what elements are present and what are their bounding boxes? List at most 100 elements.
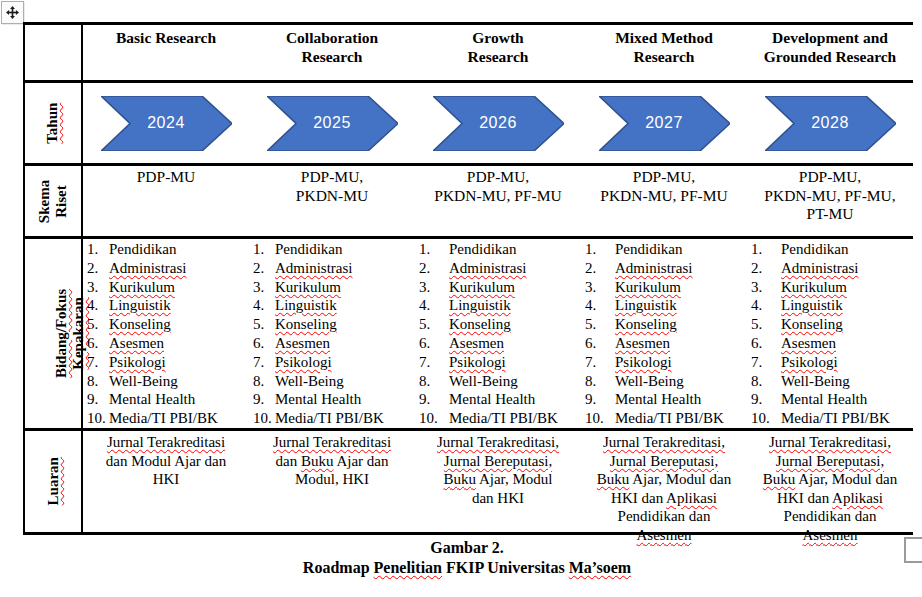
misspelled-text: Linguistik: [275, 296, 337, 315]
fokus-list-item: 8.Well-Being: [253, 372, 413, 391]
fokus-list-item: 4.Linguistik: [419, 296, 579, 315]
fokus-list-item: 7.Psikologi: [419, 353, 579, 372]
list-number: 1.: [253, 240, 275, 259]
column-header-growth-research: GrowthResearch: [415, 25, 581, 80]
text-segment: Pendidikan dan: [784, 508, 877, 524]
text-line: Modul, HKI: [257, 470, 407, 489]
text-line: Grounded Research: [747, 47, 913, 66]
misspelled-text: Administrasi: [275, 259, 353, 278]
fokus-list-item: 3.Kurikulum: [419, 278, 579, 297]
text-line: Jurnal Terakreditasi,: [589, 433, 739, 452]
text-line: Tahun: [45, 102, 62, 143]
list-number: 6.: [87, 334, 109, 353]
list-number: 4.: [751, 296, 781, 315]
list-number: 6.: [419, 334, 449, 353]
table-move-handle[interactable]: [1, 1, 24, 24]
misspelled-text: Ma’soem: [569, 559, 632, 576]
text-line: Riset: [53, 179, 70, 222]
misspelled-text: Psikologi: [275, 353, 332, 372]
fokus-kepakaran-cell: 1.Pendidikan2.Administrasi3.Kurikulum4.L…: [83, 236, 249, 428]
list-number: 3.: [751, 278, 781, 297]
text-line: Buku Ajar, Modul: [423, 470, 573, 489]
text-segment: PDP-MU,: [633, 168, 695, 185]
list-text: Well-Being: [275, 372, 344, 391]
column-header-mixed-method-research: Mixed MethodResearch: [581, 25, 747, 80]
text-line: Research: [415, 47, 581, 66]
fokus-list-item: 2.Administrasi: [87, 259, 247, 278]
list-number: 4.: [87, 296, 109, 315]
text-segment: FKIP Universitas: [442, 559, 569, 576]
misspelled-text: Linguistik: [781, 296, 843, 315]
year-arrow-2024: 2024: [101, 96, 232, 151]
text-segment: HKI dan: [611, 490, 666, 506]
list-number: 4.: [585, 296, 615, 315]
text-segment: HKI: [153, 471, 180, 487]
fokus-list-item: 10.Media/TI PBI/BK: [751, 409, 911, 428]
misspelled-text: Konseling: [781, 315, 843, 334]
misspelled-text: Asesmen: [275, 334, 330, 353]
text-line: PKDN-MU, PF-MU,: [747, 187, 913, 206]
misspelled-text: Kurikulum: [275, 278, 341, 297]
fokus-kepakaran-cell: 1.Pendidikan2.Administrasi3.Kurikulum4.L…: [747, 236, 913, 428]
list-number: 7.: [253, 353, 275, 372]
text-line: HKI: [91, 470, 241, 489]
misspelled-text: Psikologi: [781, 353, 838, 372]
row-label-text: Tahun: [45, 102, 62, 143]
list-number: 2.: [253, 259, 275, 278]
fokus-list-item: 8.Well-Being: [751, 372, 911, 391]
text-segment: PDP-MU,: [301, 168, 363, 185]
list-text: Mental Health: [275, 390, 361, 409]
luaran-cell: Jurnal Terakreditasi,Jurnal Bereputasi,B…: [415, 428, 581, 532]
year-label: 2028: [765, 96, 896, 151]
misspelled-text: Jurnal Terakreditasi,: [603, 434, 725, 450]
text-line: Jurnal Bereputasi,: [423, 452, 573, 471]
text-segment: PKDN-MU: [296, 187, 368, 204]
misspelled-text: Jurnal Terakreditasi,: [769, 434, 891, 450]
tahun-cell: 2025: [249, 80, 415, 163]
fokus-kepakaran-cell: 1.Pendidikan2.Administrasi3.Kurikulum4.L…: [415, 236, 581, 428]
misspelled-text: Administrasi: [109, 259, 187, 278]
list-text: Media/TI PBI/BK: [449, 409, 558, 428]
list-number: 3.: [585, 278, 615, 297]
text-segment: PKDN-MU, PF-MU,: [764, 187, 895, 204]
misspelled-text: Aplikasi: [666, 490, 717, 506]
misspelled-text: Kurikulum: [615, 278, 681, 297]
list-text: Mental Health: [615, 390, 701, 409]
list-number: 10.: [751, 409, 781, 428]
skema-riset-cell: PDP-MU, PKDN-MU: [249, 163, 415, 236]
misspelled-text: Jurnal Bereputasi,: [444, 453, 552, 469]
text-line: Jurnal Terakreditasi: [257, 433, 407, 452]
misspelled-text: Administrasi: [449, 259, 527, 278]
text-segment: PDP-MU,: [467, 168, 529, 185]
misspelled-text: Psikologi: [449, 353, 506, 372]
row-label-bidang-fokus-kepakaran: Bidang/FokusKepakaran: [25, 236, 83, 428]
misspelled-text: Buku: [444, 471, 477, 487]
list-text: Media/TI PBI/BK: [109, 409, 218, 428]
figure-caption: Gambar 2. Roadmap Penelitian FKIP Univer…: [23, 538, 911, 577]
text-line: PT-MU: [747, 205, 913, 224]
fokus-list-item: 8.Well-Being: [419, 372, 579, 391]
misspelled-text: Jurnal Terakreditasi: [107, 434, 225, 450]
text-segment: Research: [468, 48, 529, 65]
text-line: Pendidikan dan: [755, 507, 905, 526]
list-number: 3.: [253, 278, 275, 297]
text-segment: Ajar dan: [333, 453, 388, 469]
list-number: 10.: [253, 409, 275, 428]
table-resize-handle[interactable]: [904, 537, 922, 563]
list-number: 4.: [253, 296, 275, 315]
text-line: PKDN-MU, PF-MU: [581, 187, 747, 206]
fokus-list-item: 5.Konseling: [585, 315, 745, 334]
fokus-list-item: 10.Media/TI PBI/BK: [419, 409, 579, 428]
text-line: Collaboration: [249, 28, 415, 47]
fokus-list-item: 5.Konseling: [253, 315, 413, 334]
list-number: 1.: [419, 240, 449, 259]
misspelled-text: Tahun: [45, 102, 61, 143]
text-line: Bidang/Fokus: [53, 289, 70, 378]
text-line: PDP-MU,: [249, 168, 415, 187]
text-segment: Modul, HKI: [295, 471, 369, 487]
fokus-list-item: 6.Asesmen: [87, 334, 247, 353]
fokus-list-item: 1.Pendidikan: [87, 240, 247, 259]
fokus-list-item: 7.Psikologi: [253, 353, 413, 372]
misspelled-text: Konseling: [275, 315, 337, 334]
text-segment: Pendidikan dan: [618, 508, 711, 524]
